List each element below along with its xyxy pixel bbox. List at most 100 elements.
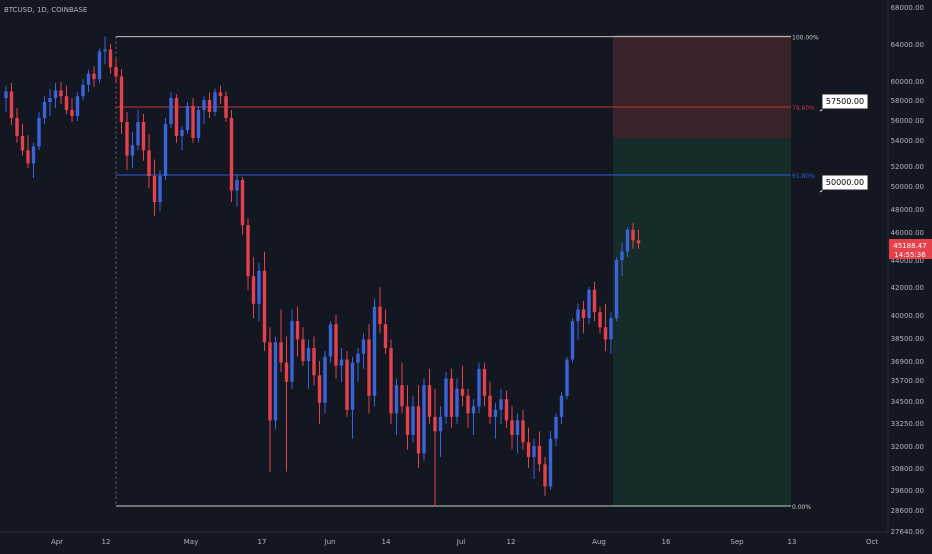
candle [383,309,388,354]
candle-body [449,378,454,417]
price-callout-label: 50000.00 [826,178,864,187]
candle-body [158,176,162,203]
price-callout[interactable]: 50000.00 [819,174,869,193]
candle [213,88,217,116]
price-axis-label: 60000.00 [891,78,924,86]
price-axis-label: 29600.00 [891,487,924,495]
candle-body [587,289,591,319]
fib-level-label: 0.00% [792,504,811,511]
candle [631,222,635,249]
candle-body [609,318,613,340]
candle-body [152,176,157,203]
candle-body [196,110,201,138]
price-axis-label: 52000.00 [891,163,924,171]
candle [356,348,360,382]
candle-body [499,399,503,410]
price-callout-box [821,93,869,110]
candle-body [169,98,173,124]
candle-body [367,339,371,396]
candle [224,91,228,122]
candle [92,66,96,87]
price-axis-label: 30800.00 [891,465,924,473]
candlestick-series[interactable] [4,36,641,506]
candle-body [180,130,184,136]
take-profit-zone[interactable] [613,138,791,506]
candle-body [537,446,542,465]
candle [125,112,129,170]
candle-body [136,122,140,146]
candle [526,427,531,468]
fibonacci-retracement[interactable]: 100.00% 78.60% 61.80% 0.00% [115,35,819,511]
candle-body [141,122,146,151]
candle [141,114,146,161]
price-axis[interactable]: 68000.00 64000.00 60000.00 58000.00 56000.00… [891,4,924,536]
candle-body [59,90,63,97]
candle-body [119,76,124,122]
candle-body [554,416,558,439]
candle [438,406,443,457]
candle [119,68,124,134]
candle-body [97,51,102,80]
candle [257,262,261,322]
candle [372,298,377,407]
candle-body [301,339,305,361]
candle [405,385,410,450]
candle [4,85,8,112]
candle [422,378,426,461]
price-callout[interactable]: 57500.00 [819,93,869,112]
candle-body [268,342,272,421]
candle-body [570,321,575,360]
candle-body [251,276,256,304]
current-price-tag-bg [889,239,932,259]
candle-body [257,270,261,304]
candle [20,124,25,156]
candle-body [559,395,564,417]
candle-body [515,420,520,435]
candle-body [4,91,8,99]
candle-body [565,359,569,396]
candle-body [394,385,399,414]
candle [152,159,157,216]
candle [279,309,283,373]
candle [466,388,470,428]
candle-body [631,229,635,241]
candle [306,339,311,389]
price-axis-label: 32000.00 [891,443,924,451]
candle-body [218,92,223,97]
candle-body [405,406,410,435]
candle-body [163,124,168,176]
candle [345,350,349,417]
time-axis-label: 17 [258,538,267,546]
candle-body [455,388,459,417]
candle-body [636,240,641,244]
candle [312,336,316,386]
candle [389,339,393,424]
price-axis-label: 44000.00 [891,257,924,265]
candle [400,362,404,414]
candle-body [361,339,366,354]
candle [59,81,63,104]
position-zones[interactable] [613,34,791,506]
candle-body [438,416,443,432]
candle [207,92,212,118]
candle [334,315,338,379]
symbol-label: BTCUSD, 1D, COINBASE [4,6,87,14]
stop-loss-zone[interactable] [613,34,791,138]
candle [114,58,118,83]
candle-body [521,420,525,443]
candle-body [306,348,311,361]
time-axis-label: Aug [592,538,606,546]
price-callouts[interactable]: 57500.00 50000.00 [819,93,869,193]
candle-body [614,260,619,319]
candle-body [224,96,228,118]
candle-body [295,321,300,340]
time-axis[interactable]: Apr 12 May 17 Jun 14 Jul 12 Aug 16 Sep 13 Oct [51,538,878,546]
candle-body [246,225,250,277]
candle-body [372,306,377,396]
candle [471,399,476,435]
candle-body [488,395,492,417]
candle [603,303,608,351]
candle-body [213,92,217,112]
